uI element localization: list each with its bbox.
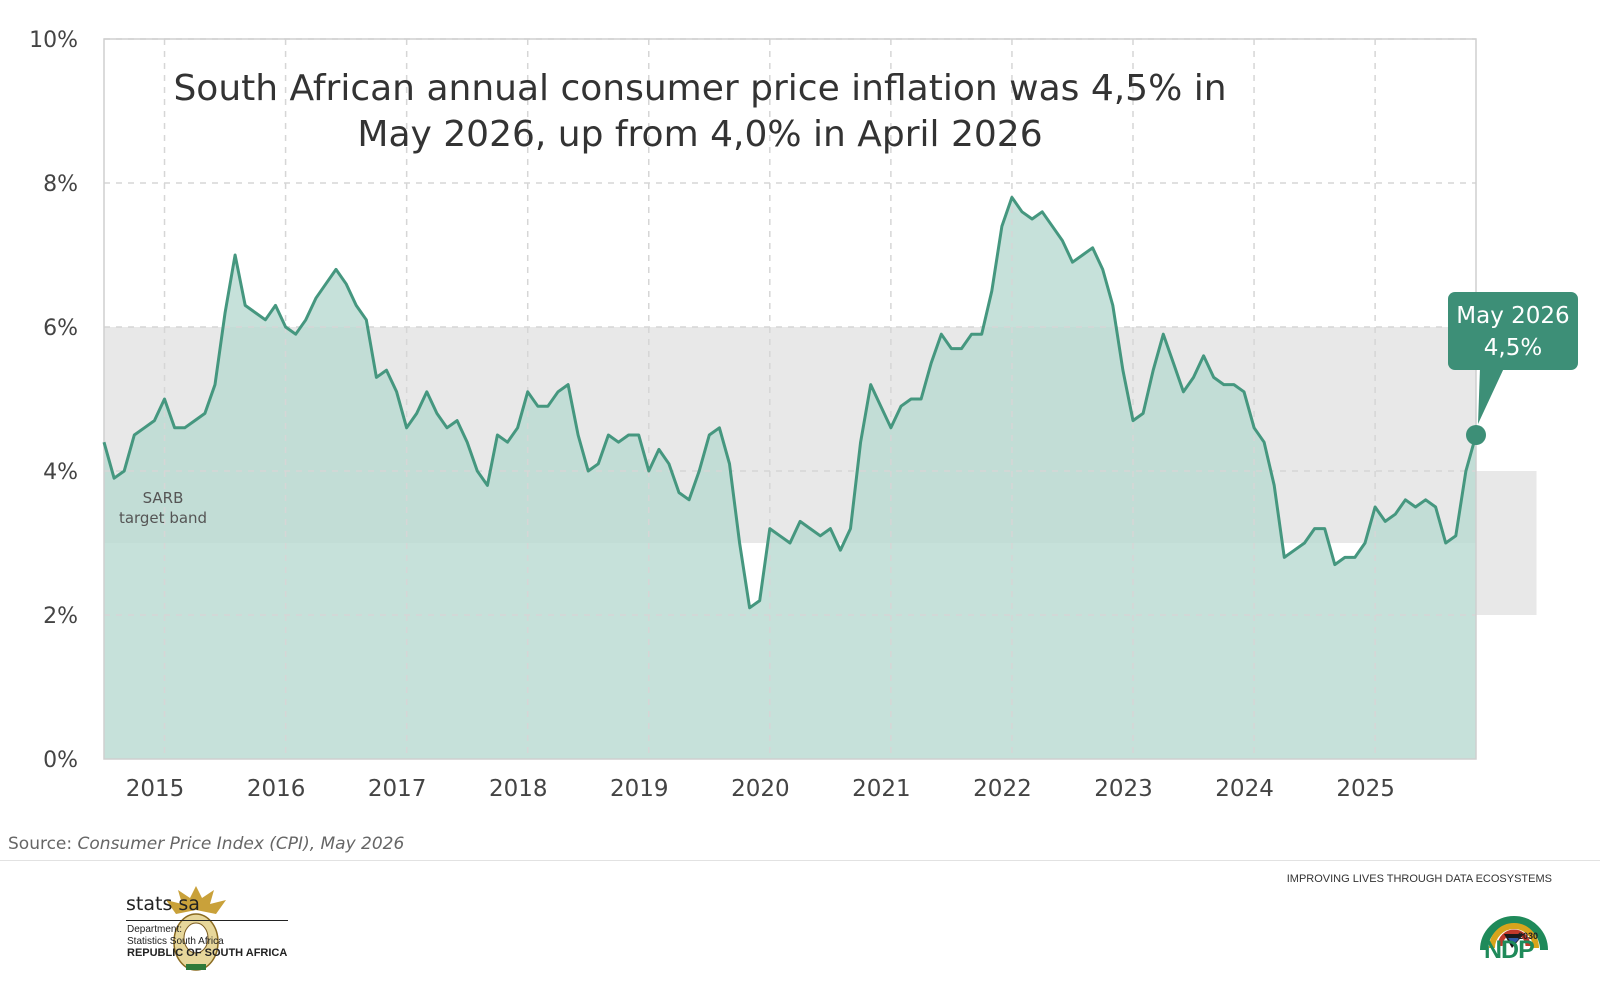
x-tick-label-2020: 2020	[731, 776, 790, 802]
coat-of-arms-icon	[166, 886, 226, 971]
y-tick-label-2: 4%	[43, 460, 78, 485]
ndp-logo-icon	[1480, 916, 1548, 951]
org-name: stats sa	[126, 893, 200, 915]
callout-box	[1448, 292, 1578, 370]
dept-line-1: Department:	[127, 924, 183, 935]
source-prefix: Source:	[8, 834, 78, 854]
band-label-line-1: SARB	[143, 489, 184, 507]
y-tick-label-1: 2%	[43, 604, 78, 629]
inflation-line	[102, 195, 1478, 610]
chart-title-line-1: South African annual consumer price infl…	[173, 68, 1226, 109]
latest-value-callout: May 2026 4,5%	[1448, 292, 1578, 445]
chart-title-line-2: May 2026, up from 4,0% in April 2026	[357, 114, 1042, 155]
x-tick-label-2016: 2016	[247, 776, 306, 802]
callout-value: 4,5%	[1484, 335, 1542, 361]
chart-title: South African annual consumer price infl…	[173, 68, 1226, 155]
target-band-label: SARB target band	[119, 489, 207, 527]
footer-divider	[0, 860, 1600, 861]
band-label-line-2: target band	[119, 509, 207, 527]
x-tick-label-2023: 2023	[1094, 776, 1153, 802]
y-axis-ticks: 0% 2% 4% 6% 8% 10%	[29, 28, 78, 773]
x-tick-label-2015: 2015	[126, 776, 185, 802]
source-title: Consumer Price Index (CPI), May 2026	[77, 834, 405, 854]
x-tick-label-2019: 2019	[610, 776, 669, 802]
latest-point	[1466, 425, 1486, 445]
plot-border	[103, 38, 1477, 760]
y-tick-label-4: 8%	[43, 172, 78, 197]
ndp-text: NDP	[1484, 936, 1535, 964]
target-band-segment-1	[1476, 471, 1537, 615]
x-tick-label-2021: 2021	[852, 776, 911, 802]
x-tick-label-2024: 2024	[1215, 776, 1274, 802]
x-axis-ticks: 2015 2016 2017 2018 2019 2020 2021 2022 2023 2024…	[126, 776, 1395, 802]
x-tick-label-2025: 2025	[1336, 776, 1395, 802]
dept-line-2: Statistics South Africa	[127, 936, 224, 947]
x-tick-label-2022: 2022	[973, 776, 1032, 802]
tagline: IMPROVING LIVES THROUGH DATA ECOSYSTEMS	[1286, 873, 1552, 885]
org-name-rule	[126, 920, 288, 921]
y-tick-label-0: 0%	[43, 748, 78, 773]
ndp-year: 2030	[1518, 931, 1539, 941]
callout-date: May 2026	[1456, 303, 1569, 329]
line-layer	[102, 195, 1478, 610]
cpi-chart: 0%2%4%6%8%10% 2015 2016 2017 2018 2019 2020 20…	[29, 28, 1578, 802]
x-tick-label-2017: 2017	[368, 776, 427, 802]
callout-pointer	[1478, 368, 1504, 424]
source-note: Source: Consumer Price Index (CPI), May …	[8, 834, 404, 854]
x-tick-label-2018: 2018	[489, 776, 548, 802]
y-tick-label-5: 10%	[29, 28, 78, 53]
dept-line-3: REPUBLIC OF SOUTH AFRICA	[127, 947, 288, 959]
y-tick-label-3: 6%	[43, 316, 78, 341]
